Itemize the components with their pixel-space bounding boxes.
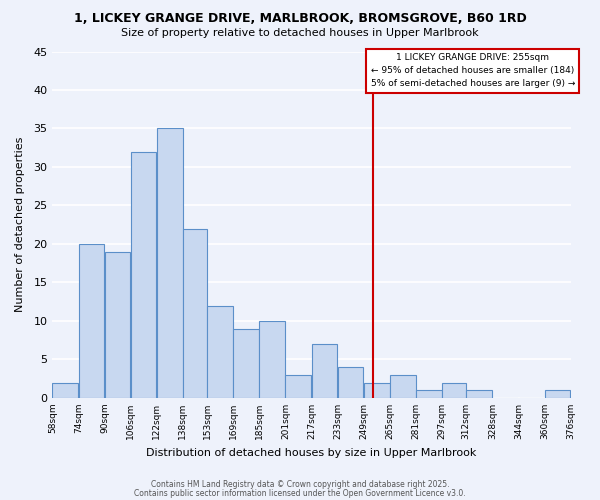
- Text: Contains public sector information licensed under the Open Government Licence v3: Contains public sector information licen…: [134, 488, 466, 498]
- Y-axis label: Number of detached properties: Number of detached properties: [15, 137, 25, 312]
- Bar: [157, 128, 182, 398]
- Bar: [183, 228, 207, 398]
- Bar: [311, 344, 337, 398]
- Text: 1, LICKEY GRANGE DRIVE, MARLBROOK, BROMSGROVE, B60 1RD: 1, LICKEY GRANGE DRIVE, MARLBROOK, BROMS…: [74, 12, 526, 26]
- Bar: [104, 252, 130, 398]
- X-axis label: Distribution of detached houses by size in Upper Marlbrook: Distribution of detached houses by size …: [146, 448, 476, 458]
- Bar: [233, 328, 259, 398]
- Bar: [545, 390, 571, 398]
- Bar: [338, 367, 364, 398]
- Bar: [259, 321, 285, 398]
- Text: Contains HM Land Registry data © Crown copyright and database right 2025.: Contains HM Land Registry data © Crown c…: [151, 480, 449, 489]
- Text: Size of property relative to detached houses in Upper Marlbrook: Size of property relative to detached ho…: [121, 28, 479, 38]
- Bar: [207, 306, 233, 398]
- Bar: [416, 390, 442, 398]
- Bar: [286, 375, 311, 398]
- Bar: [364, 382, 389, 398]
- Bar: [52, 382, 78, 398]
- Bar: [466, 390, 492, 398]
- Text: 1 LICKEY GRANGE DRIVE: 255sqm
← 95% of detached houses are smaller (184)
5% of s: 1 LICKEY GRANGE DRIVE: 255sqm ← 95% of d…: [371, 53, 575, 88]
- Bar: [442, 382, 466, 398]
- Bar: [79, 244, 104, 398]
- Bar: [131, 152, 157, 398]
- Bar: [390, 375, 416, 398]
